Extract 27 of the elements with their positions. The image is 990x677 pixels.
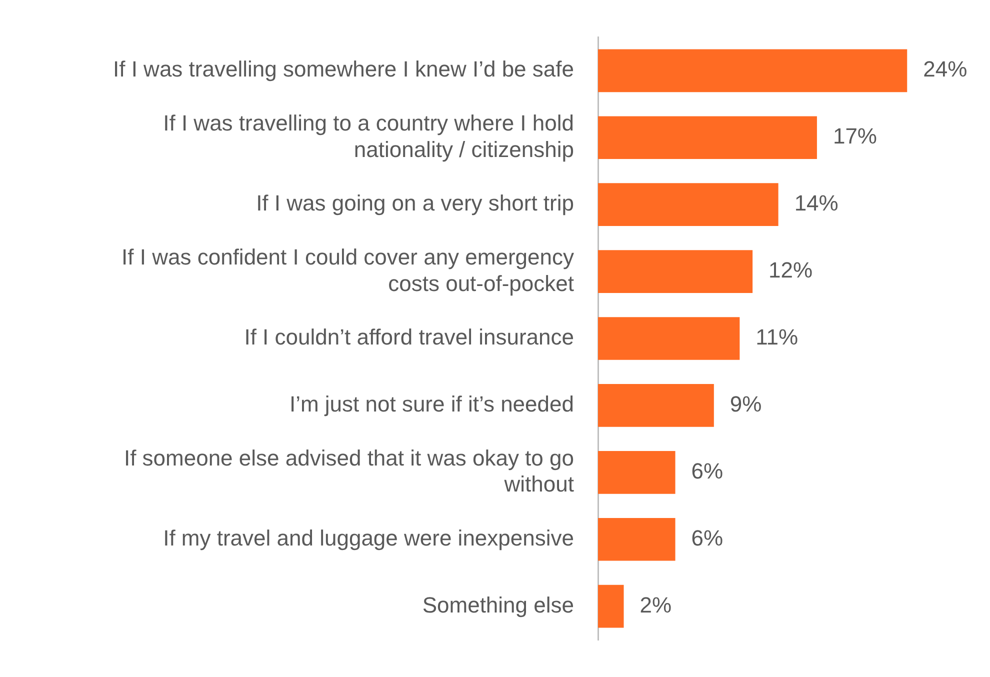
- y-tick-label: I’m just not sure if it’s needed: [289, 392, 574, 417]
- data-label: 6%: [691, 458, 724, 484]
- data-label: 17%: [832, 124, 878, 149]
- bar: [598, 116, 817, 160]
- bar: [598, 250, 753, 293]
- data-label: 9%: [730, 392, 762, 417]
- y-tick-label: If someone else advised that it was okay to go without: [124, 445, 574, 497]
- bar: [598, 317, 740, 360]
- bar: [598, 584, 624, 628]
- y-tick-label: If I was confident I could cover any emergency costs out-of-pocket: [122, 244, 574, 296]
- data-label: 24%: [923, 56, 968, 82]
- y-tick-label: If I was travelling to a country where I hold nationality / citizenship: [163, 110, 574, 162]
- bar: [598, 450, 676, 494]
- data-label: 14%: [794, 190, 838, 216]
- y-tick-label: If I was going on a very short trip: [256, 190, 574, 216]
- data-label: 12%: [768, 258, 813, 283]
- y-tick-label: If my travel and luggage were inexpensive: [163, 525, 574, 550]
- y-tick-label: If I couldn’t afford travel insurance: [244, 324, 574, 350]
- data-label: 6%: [691, 525, 724, 550]
- data-label: 2%: [640, 592, 672, 618]
- data-label: 11%: [756, 324, 798, 350]
- bar: [598, 518, 676, 561]
- bar: [598, 49, 908, 92]
- bar: [598, 183, 778, 226]
- y-tick-label: Something else: [422, 592, 574, 618]
- bar: [598, 384, 714, 427]
- y-tick-label: If I was travelling somewhere I knew I’d be safe: [113, 56, 574, 82]
